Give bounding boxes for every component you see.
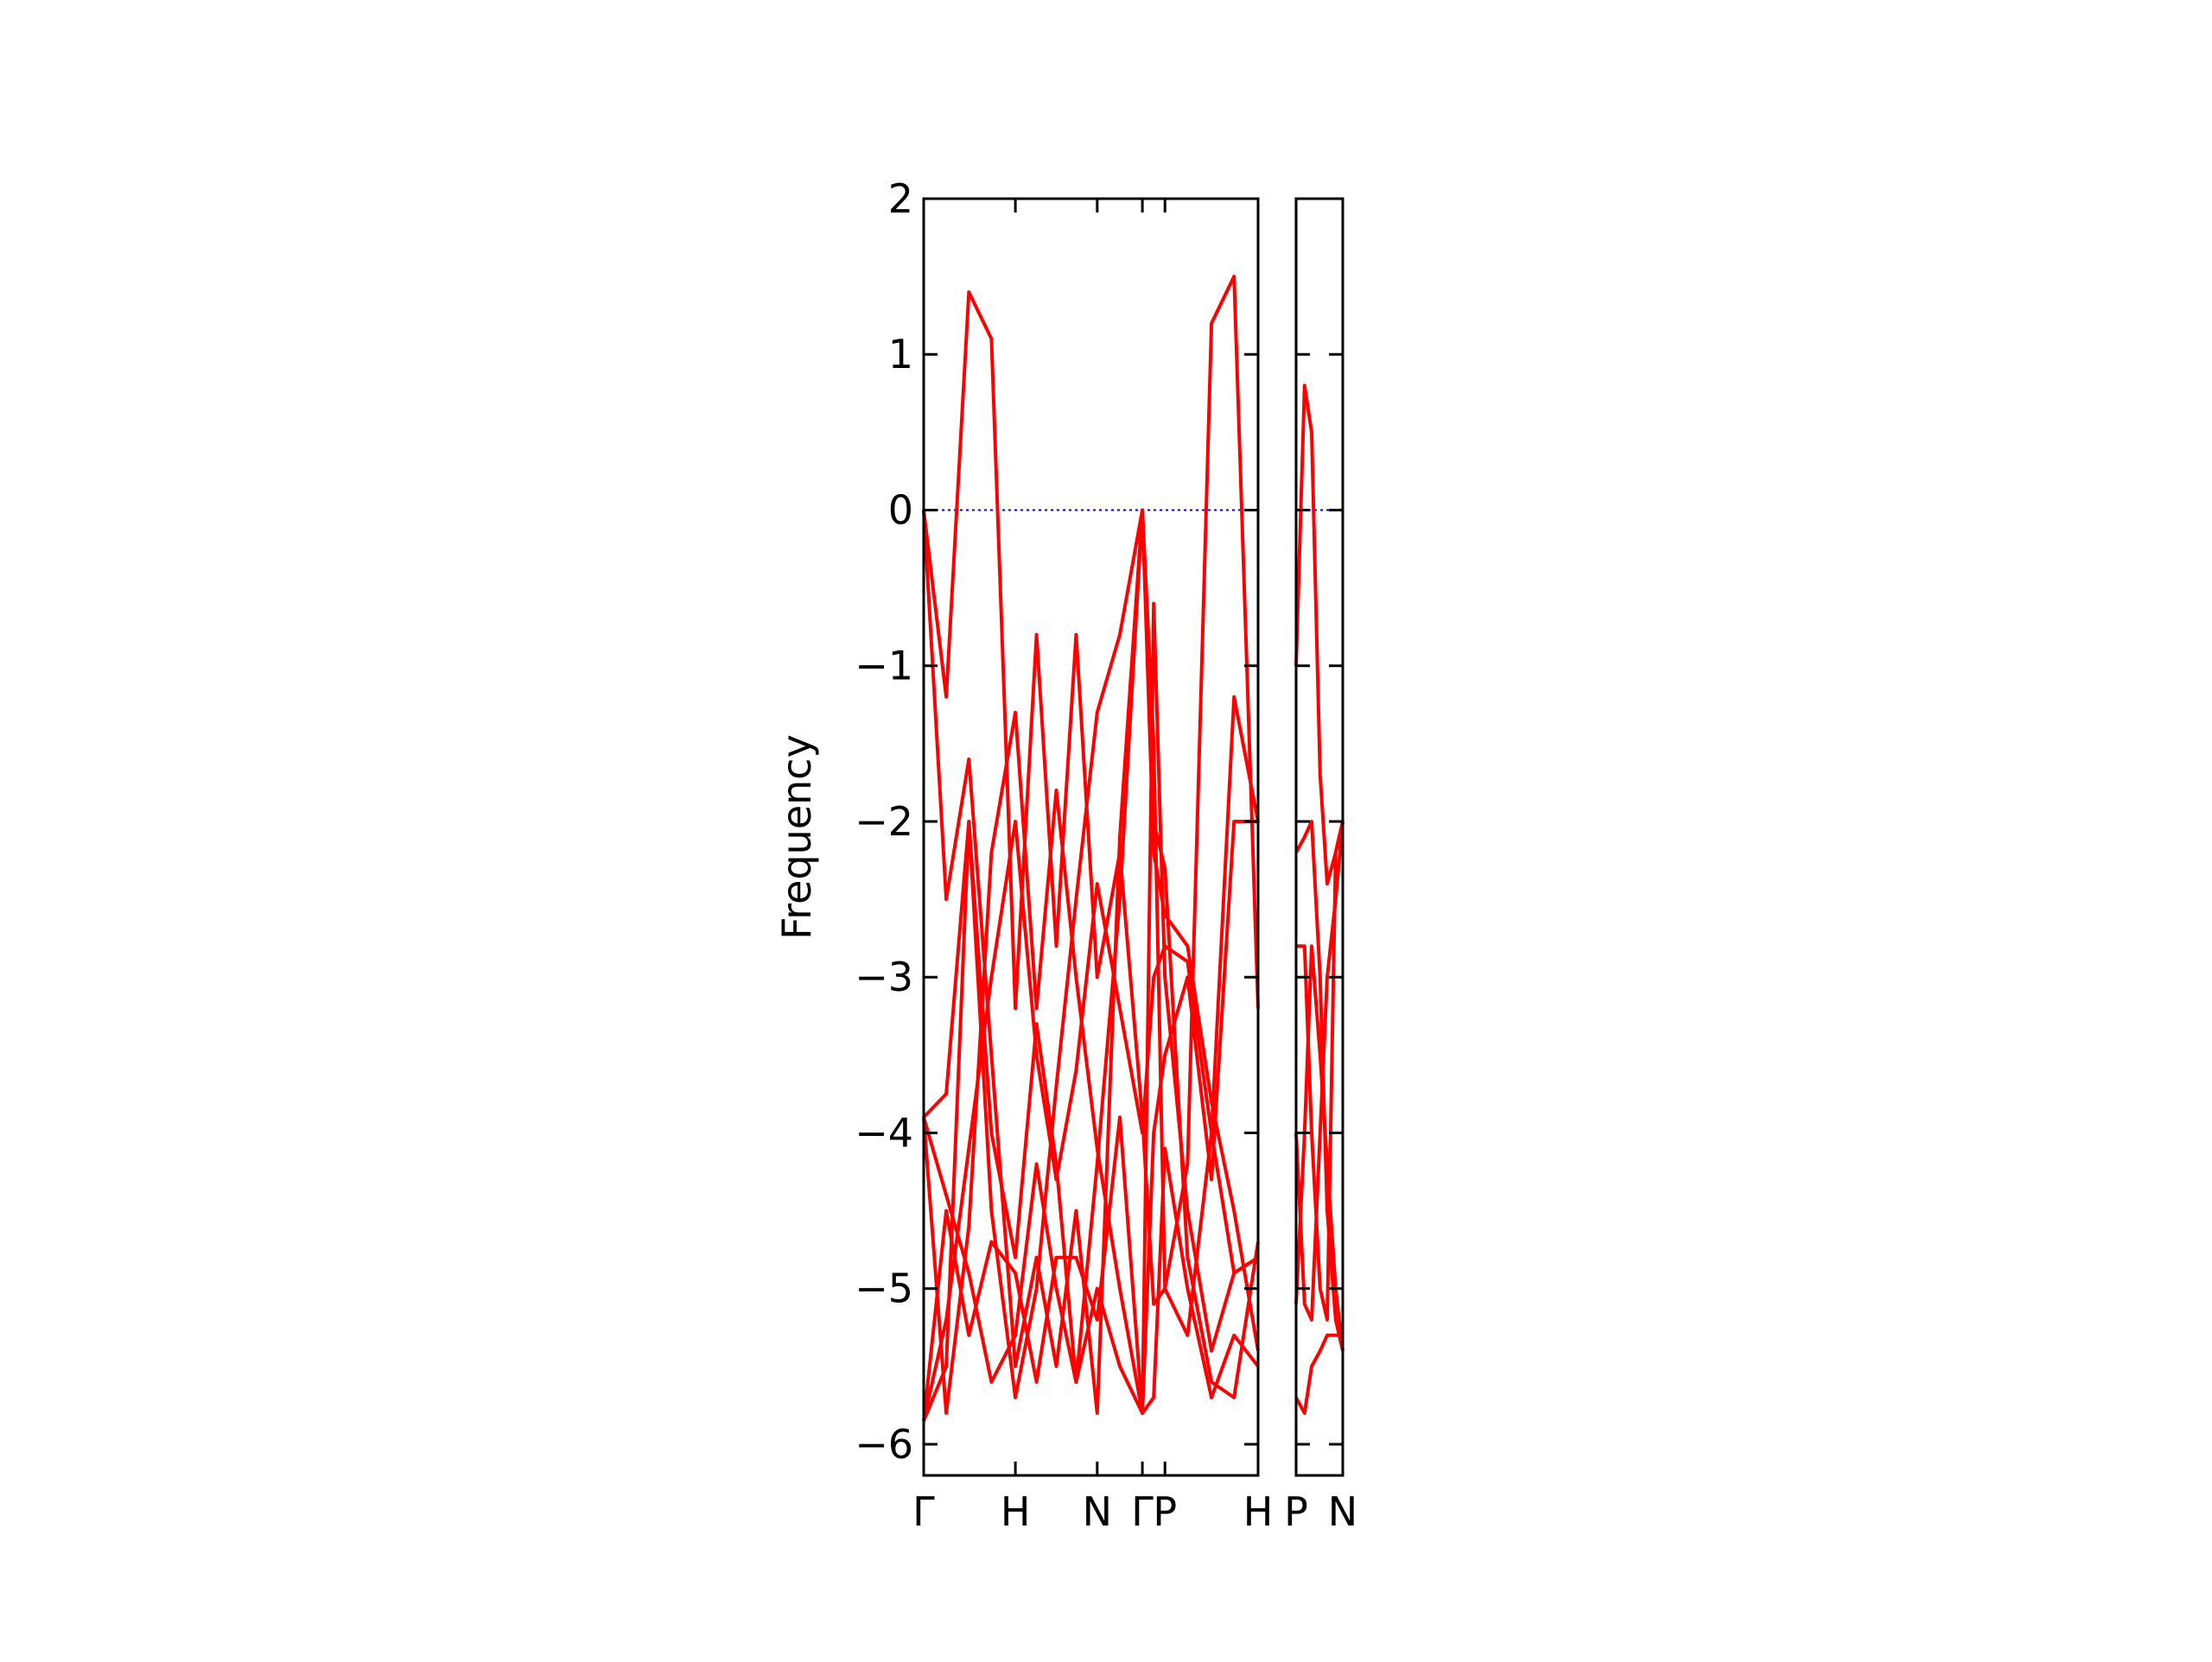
y-tick-label: −4 (855, 1109, 913, 1156)
y-tick-label: −6 (855, 1421, 913, 1468)
y-tick-label: 0 (888, 486, 913, 533)
y-tick-label: −2 (855, 798, 913, 845)
band-line (922, 820, 1258, 1422)
band-line (922, 1116, 1260, 1415)
y-tick-label: −5 (855, 1266, 913, 1312)
plot-frame (922, 197, 1260, 1477)
band-line (1294, 1333, 1343, 1415)
x-tick-label: P (1284, 1488, 1308, 1535)
x-tick-label: N (1328, 1488, 1357, 1535)
y-tick-label: −1 (855, 643, 913, 689)
y-tick-label: 2 (888, 175, 913, 222)
x-tick-label: P (1153, 1488, 1177, 1535)
x-tick-label: Γ (1131, 1488, 1154, 1535)
band-line (1294, 820, 1344, 1352)
band-line (1296, 821, 1344, 1322)
band-line (922, 508, 1260, 1422)
x-tick-label: H (1243, 1488, 1274, 1535)
x-tick-label: H (1001, 1488, 1031, 1535)
x-tick-label: Γ (912, 1488, 935, 1535)
band-line (922, 275, 1260, 1306)
x-tick-label: N (1083, 1488, 1112, 1535)
y-axis-label: Frequency (773, 734, 820, 940)
band-line (922, 508, 1260, 1415)
plot-frame (1294, 197, 1344, 1477)
band-line (1294, 384, 1344, 886)
y-tick-label: −3 (855, 954, 913, 1000)
band-line (1294, 821, 1344, 1322)
y-tick-label: 1 (888, 331, 913, 377)
band-line (922, 820, 1260, 1422)
